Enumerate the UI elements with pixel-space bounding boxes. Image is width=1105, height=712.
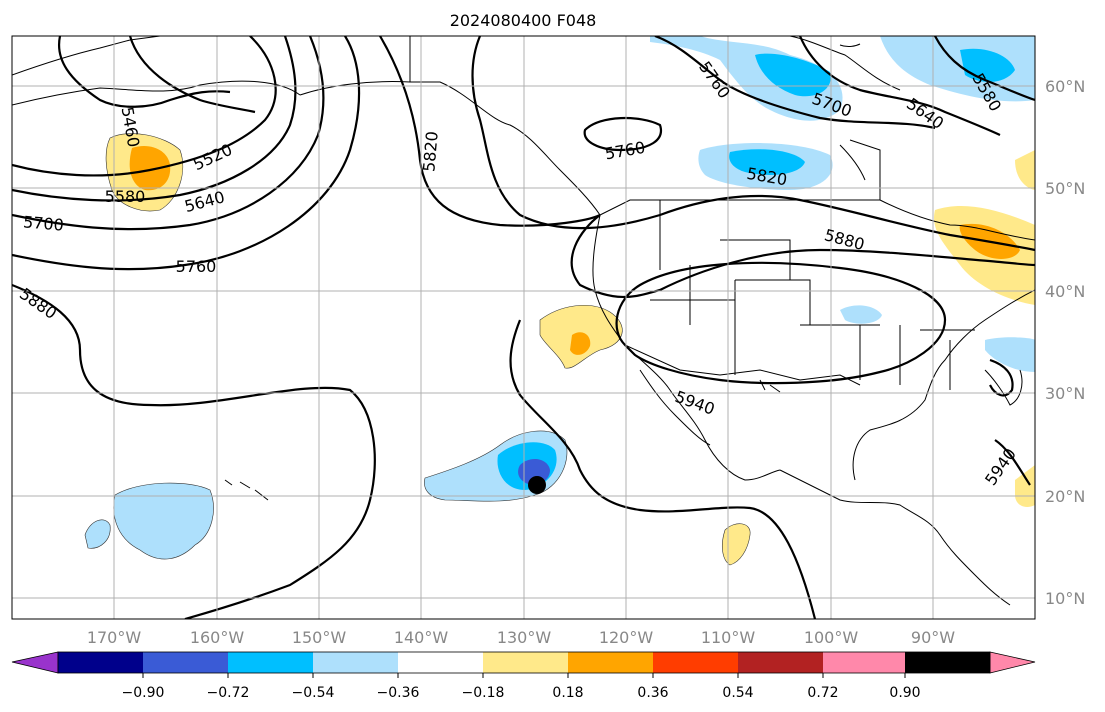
gridlines [12, 36, 1035, 619]
colorbar-tick-label: 0.90 [889, 685, 920, 701]
colorbar-segment [313, 652, 398, 673]
lon-label: 160°W [190, 628, 245, 647]
height-contours [12, 36, 1035, 619]
colorbar-tick-label: −0.36 [377, 685, 420, 701]
lon-label: 100°W [804, 628, 859, 647]
colorbar-tick-label: −0.90 [122, 685, 165, 701]
lon-label: 120°W [599, 628, 654, 647]
colorbar-segment [483, 652, 568, 673]
shaded-anomalies [84, 36, 1035, 566]
coastlines [12, 36, 1035, 606]
lat-label: 60°N [1045, 77, 1085, 96]
lon-label: 150°W [292, 628, 347, 647]
lon-label: 130°W [497, 628, 552, 647]
colorbar-tick-label: −0.54 [292, 685, 335, 701]
colorbar-segment [905, 652, 990, 673]
colorbar-segment [143, 652, 228, 673]
colorbar-outline [57, 651, 991, 674]
latitude-labels: 60°N 50°N 40°N 30°N 20°N 10°N [1045, 77, 1085, 608]
colorbar-extend-high [989, 651, 1036, 674]
contour-label: 5940 [981, 445, 1020, 489]
lat-label: 20°N [1045, 487, 1085, 506]
lat-label: 50°N [1045, 179, 1085, 198]
colorbar-tick-label: 0.72 [807, 685, 838, 701]
colorbar-segment [568, 652, 653, 673]
colorbar-tick-label: −0.72 [207, 685, 250, 701]
contour-label: 5520 [190, 140, 235, 174]
colorbar-segment [653, 652, 738, 673]
contour-label: 5760 [176, 257, 217, 276]
colorbar-segment [58, 652, 143, 673]
colorbar-segment [738, 652, 823, 673]
map-title: 2024080400 F048 [450, 11, 597, 30]
lon-label: 90°W [911, 628, 955, 647]
colorbar-segment [823, 652, 905, 673]
contour-label: 5640 [182, 187, 226, 216]
lon-label: 110°W [701, 628, 756, 647]
lon-label: 170°W [87, 628, 142, 647]
lat-label: 30°N [1045, 384, 1085, 403]
map-frame [11, 35, 1036, 620]
contour-label: 5760 [603, 138, 646, 164]
contour-label: 5580 [105, 187, 146, 206]
colorbar-tick-label: 0.54 [722, 685, 753, 701]
longitude-labels: 170°W 160°W 150°W 140°W 130°W 120°W 110°… [87, 628, 955, 647]
contour-label: 5700 [22, 212, 64, 234]
lat-label: 40°N [1045, 282, 1085, 301]
colorbar-ticks [142, 673, 906, 678]
storm-center-marker [528, 476, 546, 494]
colorbar-extend-low [11, 651, 59, 674]
contour-label: 5940 [673, 387, 718, 419]
lat-label: 10°N [1045, 589, 1085, 608]
colorbar-segment [398, 652, 483, 673]
colorbar-segment [228, 652, 313, 673]
colorbar-tick-label: −0.18 [462, 685, 505, 701]
contour-label: 5820 [419, 130, 441, 172]
contour-label: 5880 [16, 284, 60, 323]
colorbar-tick-label: 0.36 [637, 685, 668, 701]
colorbar: −0.90 −0.72 −0.54 −0.36 −0.18 0.18 0.36 … [11, 651, 1036, 701]
lon-label: 140°W [394, 628, 449, 647]
colorbar-tick-label: 0.18 [552, 685, 583, 701]
